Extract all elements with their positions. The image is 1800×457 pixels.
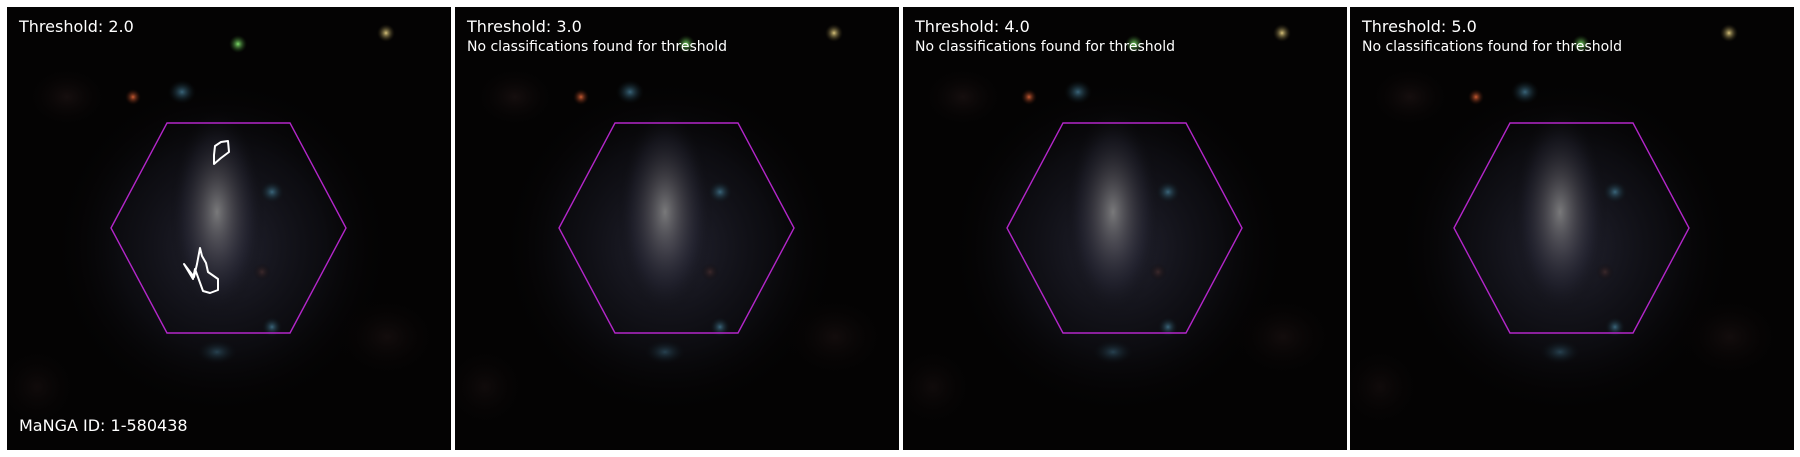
panel-title: Threshold: 5.0 <box>1362 17 1477 36</box>
galaxy-image <box>7 7 451 450</box>
panel-threshold-5: Threshold: 5.0 No classifications found … <box>1350 7 1794 450</box>
panel-title: Threshold: 4.0 <box>915 17 1030 36</box>
ifu-hexagon-overlay <box>903 7 1347 450</box>
panel-threshold-4: Threshold: 4.0 No classifications found … <box>903 7 1347 450</box>
panel-threshold-2: Threshold: 2.0 MaNGA ID: 1-580438 <box>7 7 451 450</box>
classification-contour <box>213 140 230 165</box>
galaxy-image <box>455 7 899 450</box>
panel-title: Threshold: 3.0 <box>467 17 582 36</box>
ifu-hexagon-overlay <box>1350 7 1794 450</box>
no-classifications-message: No classifications found for threshold <box>915 39 1175 55</box>
galaxy-image <box>1350 7 1794 450</box>
manga-id-label: MaNGA ID: 1-580438 <box>19 416 188 435</box>
no-classifications-message: No classifications found for threshold <box>467 39 727 55</box>
ifu-hexagon-overlay <box>455 7 899 450</box>
no-classifications-message: No classifications found for threshold <box>1362 39 1622 55</box>
panel-threshold-3: Threshold: 3.0 No classifications found … <box>455 7 899 450</box>
panel-title: Threshold: 2.0 <box>19 17 134 36</box>
galaxy-image <box>903 7 1347 450</box>
classification-contour <box>183 247 219 294</box>
ifu-hexagon-overlay <box>7 7 451 450</box>
